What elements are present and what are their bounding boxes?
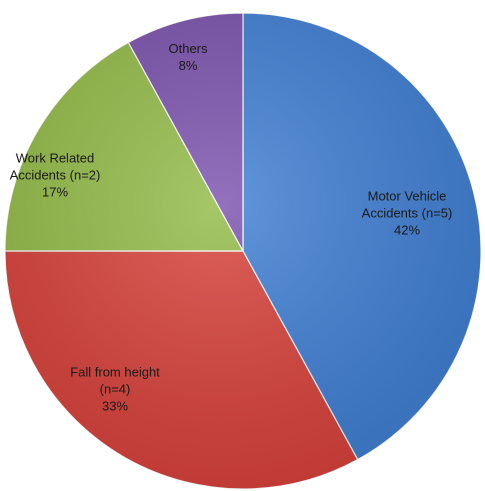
slice-percent-1: 33% <box>102 398 128 413</box>
pie-slices <box>4 12 482 490</box>
slice-label-1-line-0: Fall from height <box>70 364 160 379</box>
slice-percent-3: 8% <box>179 58 198 73</box>
slice-label-3-line-0: Others <box>168 41 208 56</box>
slice-percent-0: 42% <box>394 222 420 237</box>
slice-label-2-line-0: Work Related <box>16 150 95 165</box>
slice-percent-2: 17% <box>42 184 68 199</box>
slice-label-2-line-1: Accidents (n=2) <box>10 167 101 182</box>
slice-label-0-line-1: Accidents (n=5) <box>362 205 453 220</box>
pie-labels: Motor Vehicle Accidents (n=5) 42% Fall from… <box>10 41 453 414</box>
slice-label-1-line-1: (n=4) <box>100 381 131 396</box>
slice-label-0-line-0: Motor Vehicle <box>368 188 447 203</box>
